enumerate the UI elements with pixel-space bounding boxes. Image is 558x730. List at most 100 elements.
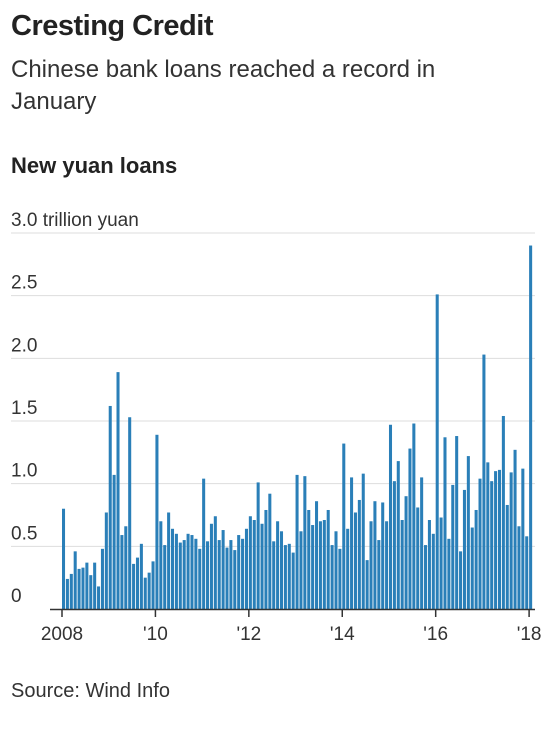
bar-2015-09 [420, 477, 424, 609]
bar-2015-08 [416, 507, 420, 609]
bar-2011-04 [213, 516, 217, 609]
bar-2012-10 [283, 545, 287, 609]
y-tick-label: 2.0 [11, 335, 37, 356]
bar-2015-07 [412, 423, 416, 609]
bar-2016-05 [451, 484, 455, 609]
bar-2014-06 [361, 473, 365, 609]
bar-2014-03 [350, 477, 354, 609]
bar-2009-03 [116, 372, 120, 609]
bar-2014-01 [342, 443, 346, 609]
bar-2011-07 [225, 547, 229, 609]
bar-2008-03 [69, 573, 73, 609]
bar-2016-07 [459, 551, 463, 609]
bar-2013-11 [334, 531, 338, 609]
y-tick-label: 1.0 [11, 461, 37, 482]
bar-2017-06 [501, 415, 505, 609]
bar-2016-09 [466, 456, 470, 609]
bar-2009-02 [112, 474, 116, 609]
y-tick-label: 0 [11, 586, 22, 607]
bar-2014-04 [353, 512, 357, 609]
bar-2017-11 [521, 468, 525, 609]
bar-2015-12 [431, 533, 435, 609]
bar-2013-02 [299, 531, 303, 609]
x-tick-label: '10 [143, 624, 168, 645]
bar-2009-05 [124, 526, 128, 609]
bar-2017-02 [486, 462, 490, 609]
bar-2012-01 [248, 516, 252, 609]
source-note: Source: Wind Info [11, 680, 170, 702]
bar-2012-04 [260, 523, 264, 609]
bar-2012-03 [256, 482, 260, 609]
bar-2015-10 [424, 545, 428, 609]
bar-2011-02 [206, 541, 210, 609]
bar-2016-08 [462, 489, 466, 609]
bar-2016-02 [439, 517, 443, 609]
bar-2010-11 [194, 538, 198, 609]
bar-2009-11 [147, 572, 151, 609]
bar-2009-06 [128, 417, 132, 609]
bar-2008-04 [73, 551, 77, 609]
bar-2017-09 [513, 449, 517, 609]
bar-2009-04 [120, 535, 124, 609]
bar-2008-06 [81, 567, 85, 609]
bar-2015-06 [408, 448, 412, 609]
bar-2015-03 [396, 461, 400, 609]
bar-2017-10 [517, 526, 521, 609]
bar-2008-07 [85, 562, 89, 609]
bar-2017-12 [525, 536, 529, 609]
subheadline: Chinese bank loans reached a record in J… [11, 56, 436, 115]
bar-2014-05 [357, 499, 361, 609]
bar-2014-11 [381, 502, 385, 609]
bar-2017-05 [497, 469, 502, 609]
bar-2013-12 [338, 548, 342, 609]
bar-2011-01 [202, 478, 206, 609]
bar-2009-12 [151, 561, 155, 609]
bar-2008-05 [77, 568, 81, 609]
bar-2012-05 [264, 509, 268, 609]
x-tick-label: '12 [236, 624, 261, 645]
bar-2010-03 [163, 545, 167, 609]
bar-2012-06 [268, 493, 272, 609]
bar-2015-11 [427, 520, 431, 609]
bar-2012-02 [252, 520, 256, 609]
bar-2014-09 [373, 501, 377, 609]
bar-2016-01 [435, 294, 439, 609]
bar-2010-07 [178, 542, 182, 609]
bar-2011-06 [221, 530, 225, 609]
bar-2010-09 [186, 533, 190, 609]
bar-2009-07 [132, 563, 136, 609]
y-tick-label: 3.0 trillion yuan [11, 210, 139, 231]
bar-2010-02 [159, 521, 163, 609]
bar-2015-05 [404, 496, 408, 609]
bar-2016-03 [443, 437, 447, 609]
bar-2013-08 [322, 520, 326, 609]
bar-2016-04 [447, 538, 451, 609]
bar-2016-12 [478, 478, 482, 609]
bar-2010-06 [174, 533, 178, 609]
x-tick-label: '16 [423, 624, 448, 645]
bar-2013-06 [315, 501, 319, 609]
bar-2014-02 [346, 528, 350, 609]
chart-title: New yuan loans [11, 153, 178, 178]
bar-2010-08 [182, 540, 186, 609]
y-tick-label: 2.5 [11, 273, 37, 294]
bar-2010-04 [167, 512, 171, 609]
bar-2013-01 [295, 474, 299, 609]
bar-2010-05 [170, 528, 175, 609]
bar-2011-03 [209, 523, 213, 609]
bar-2013-10 [330, 545, 334, 609]
bar-2008-12 [104, 512, 108, 609]
bar-2016-10 [470, 527, 474, 609]
bar-2009-08 [135, 557, 139, 609]
bar-2011-05 [217, 540, 221, 609]
bar-2010-01 [155, 434, 159, 609]
bar-2017-01 [482, 354, 486, 609]
bar-2013-05 [311, 525, 315, 609]
bar-2012-12 [291, 552, 295, 609]
bar-2011-09 [233, 550, 237, 609]
bar-2013-03 [303, 476, 307, 609]
bar-2017-03 [490, 481, 494, 609]
bar-2011-11 [241, 538, 245, 609]
bar-2008-10 [97, 586, 101, 609]
bar-2014-08 [369, 521, 373, 609]
